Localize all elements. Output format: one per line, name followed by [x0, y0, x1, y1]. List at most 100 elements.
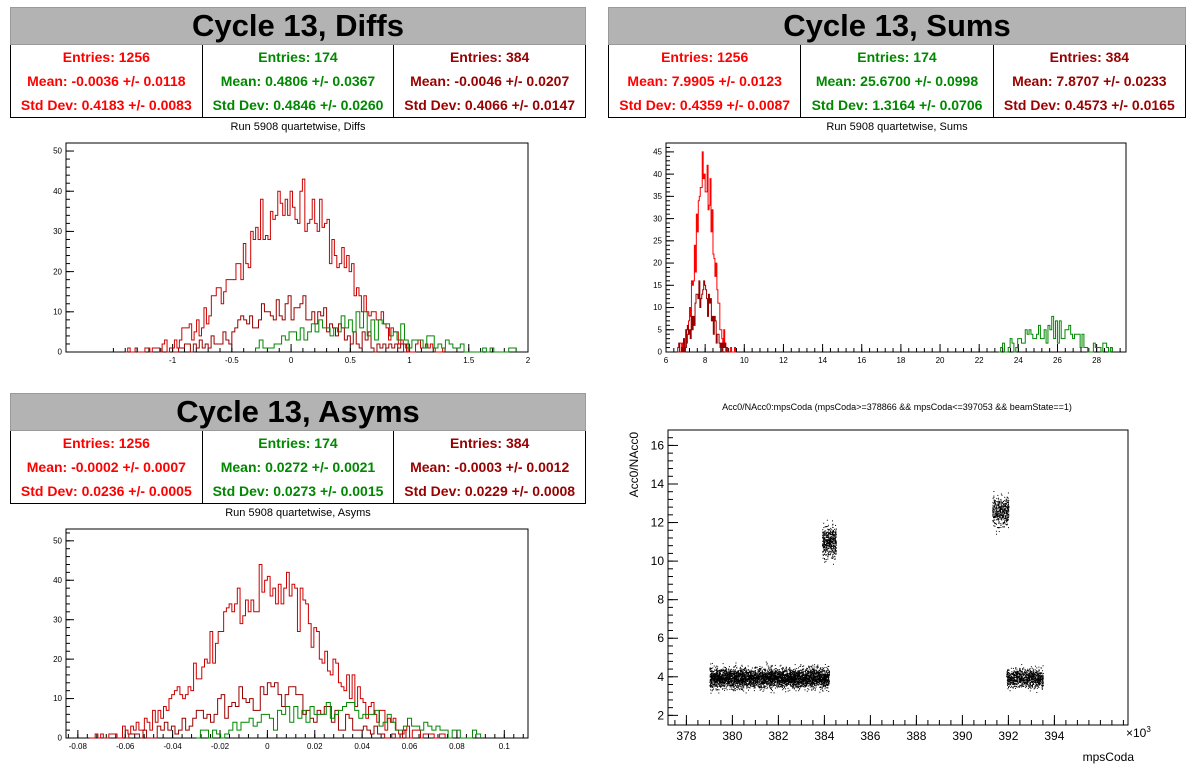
scatter-point — [753, 673, 754, 674]
scatter-point — [823, 551, 824, 552]
scatter-point — [749, 684, 750, 685]
scatter-point — [712, 663, 713, 664]
scatter-point — [811, 666, 812, 667]
scatter-point — [801, 671, 802, 672]
scatter-point — [818, 685, 819, 686]
scatter-point — [824, 559, 825, 560]
scatter-point — [793, 682, 794, 683]
scatter-point — [755, 687, 756, 688]
scatter-point — [807, 679, 808, 680]
scatter-point — [819, 680, 820, 681]
x-tick-label: 1 — [407, 356, 412, 365]
scatter-point — [809, 667, 810, 668]
scatter-point — [741, 665, 742, 666]
scatter-point — [781, 668, 782, 669]
scatter-point — [772, 671, 773, 672]
scatter-point — [800, 678, 801, 679]
scatter-point — [748, 666, 749, 667]
scatter-point — [821, 681, 822, 682]
scatter-point — [808, 675, 809, 676]
scatter-point — [798, 670, 799, 671]
scatter-point — [822, 669, 823, 670]
scatter-point — [734, 679, 735, 680]
scatter-point — [829, 529, 830, 530]
scatter-point — [752, 677, 753, 678]
x-tick-label: 14 — [818, 356, 827, 365]
scatter-point — [744, 681, 745, 682]
scatter-point — [826, 670, 827, 671]
scatter-point — [795, 684, 796, 685]
scatter-point — [729, 689, 730, 690]
scatter-point — [816, 683, 817, 684]
scatter-point — [725, 676, 726, 677]
scatter-point — [714, 670, 715, 671]
scatter-point — [780, 676, 781, 677]
scatter-point — [816, 685, 817, 686]
y-tick-label: 40 — [653, 170, 662, 179]
diffs-stat-std-darkred: Std Dev: 0.4066 +/- 0.0147 — [394, 93, 586, 117]
scatter-point — [740, 688, 741, 689]
scatter-point — [755, 673, 756, 674]
scatter-point — [808, 671, 809, 672]
scatter-point — [762, 680, 763, 681]
scatter-point — [712, 670, 713, 671]
scatter-point — [801, 685, 802, 686]
scatter-point — [795, 676, 796, 677]
scatter-point — [761, 689, 762, 690]
y-tick-label: 0 — [58, 348, 63, 357]
scatter-point — [794, 688, 795, 689]
scatter-point — [760, 690, 761, 691]
scatter-point — [797, 681, 798, 682]
scatter-point — [741, 686, 742, 687]
scatter-point — [806, 675, 807, 676]
scatter-point — [731, 678, 732, 679]
scatter-point — [831, 558, 832, 559]
scatter-point — [767, 670, 768, 671]
scatter-point — [736, 667, 737, 668]
scatter-point — [785, 691, 786, 692]
scatter-point — [785, 675, 786, 676]
scatter-point — [815, 688, 816, 689]
scatter-point — [780, 680, 781, 681]
scatter-point — [778, 686, 779, 687]
scatter-point — [751, 672, 752, 673]
scatter-point — [822, 529, 823, 530]
scatter-plot: 378 380 382 384 386 388 390 392 394246810121416A… — [598, 415, 1196, 772]
scatter-point — [813, 678, 814, 679]
scatter-point — [780, 674, 781, 675]
scatter-point — [808, 680, 809, 681]
scatter-point — [717, 686, 718, 687]
scatter-point — [760, 685, 761, 686]
scatter-point — [725, 673, 726, 674]
scatter-point — [828, 691, 829, 692]
y-tick-label: 40 — [53, 576, 62, 585]
scatter-point — [720, 673, 721, 674]
scatter-point — [748, 676, 749, 677]
scatter-point — [763, 669, 764, 670]
scatter-point — [799, 675, 800, 676]
scatter-point — [740, 680, 741, 681]
scatter-point — [724, 688, 725, 689]
scatter-point — [711, 672, 712, 673]
scatter-point — [741, 684, 742, 685]
y-tick-label: 10 — [53, 694, 62, 703]
scatter-point — [779, 683, 780, 684]
scatter-point — [798, 667, 799, 668]
scatter-point — [763, 677, 764, 678]
scatter-point — [834, 548, 835, 549]
scatter-point — [745, 667, 746, 668]
scatter-point — [786, 681, 787, 682]
scatter-point — [773, 683, 774, 684]
scatter-point — [770, 685, 771, 686]
sums-stat-entries-darkred: Entries: 384 — [993, 45, 1185, 69]
scatter-point — [711, 679, 712, 680]
scatter-point — [775, 665, 776, 666]
scatter-point — [802, 677, 803, 678]
scatter-point — [742, 678, 743, 679]
scatter-point — [718, 689, 719, 690]
scatter-point — [793, 685, 794, 686]
scatter-point — [719, 670, 720, 671]
scatter-point — [812, 668, 813, 669]
scatter-point — [818, 678, 819, 679]
scatter-point — [826, 667, 827, 668]
